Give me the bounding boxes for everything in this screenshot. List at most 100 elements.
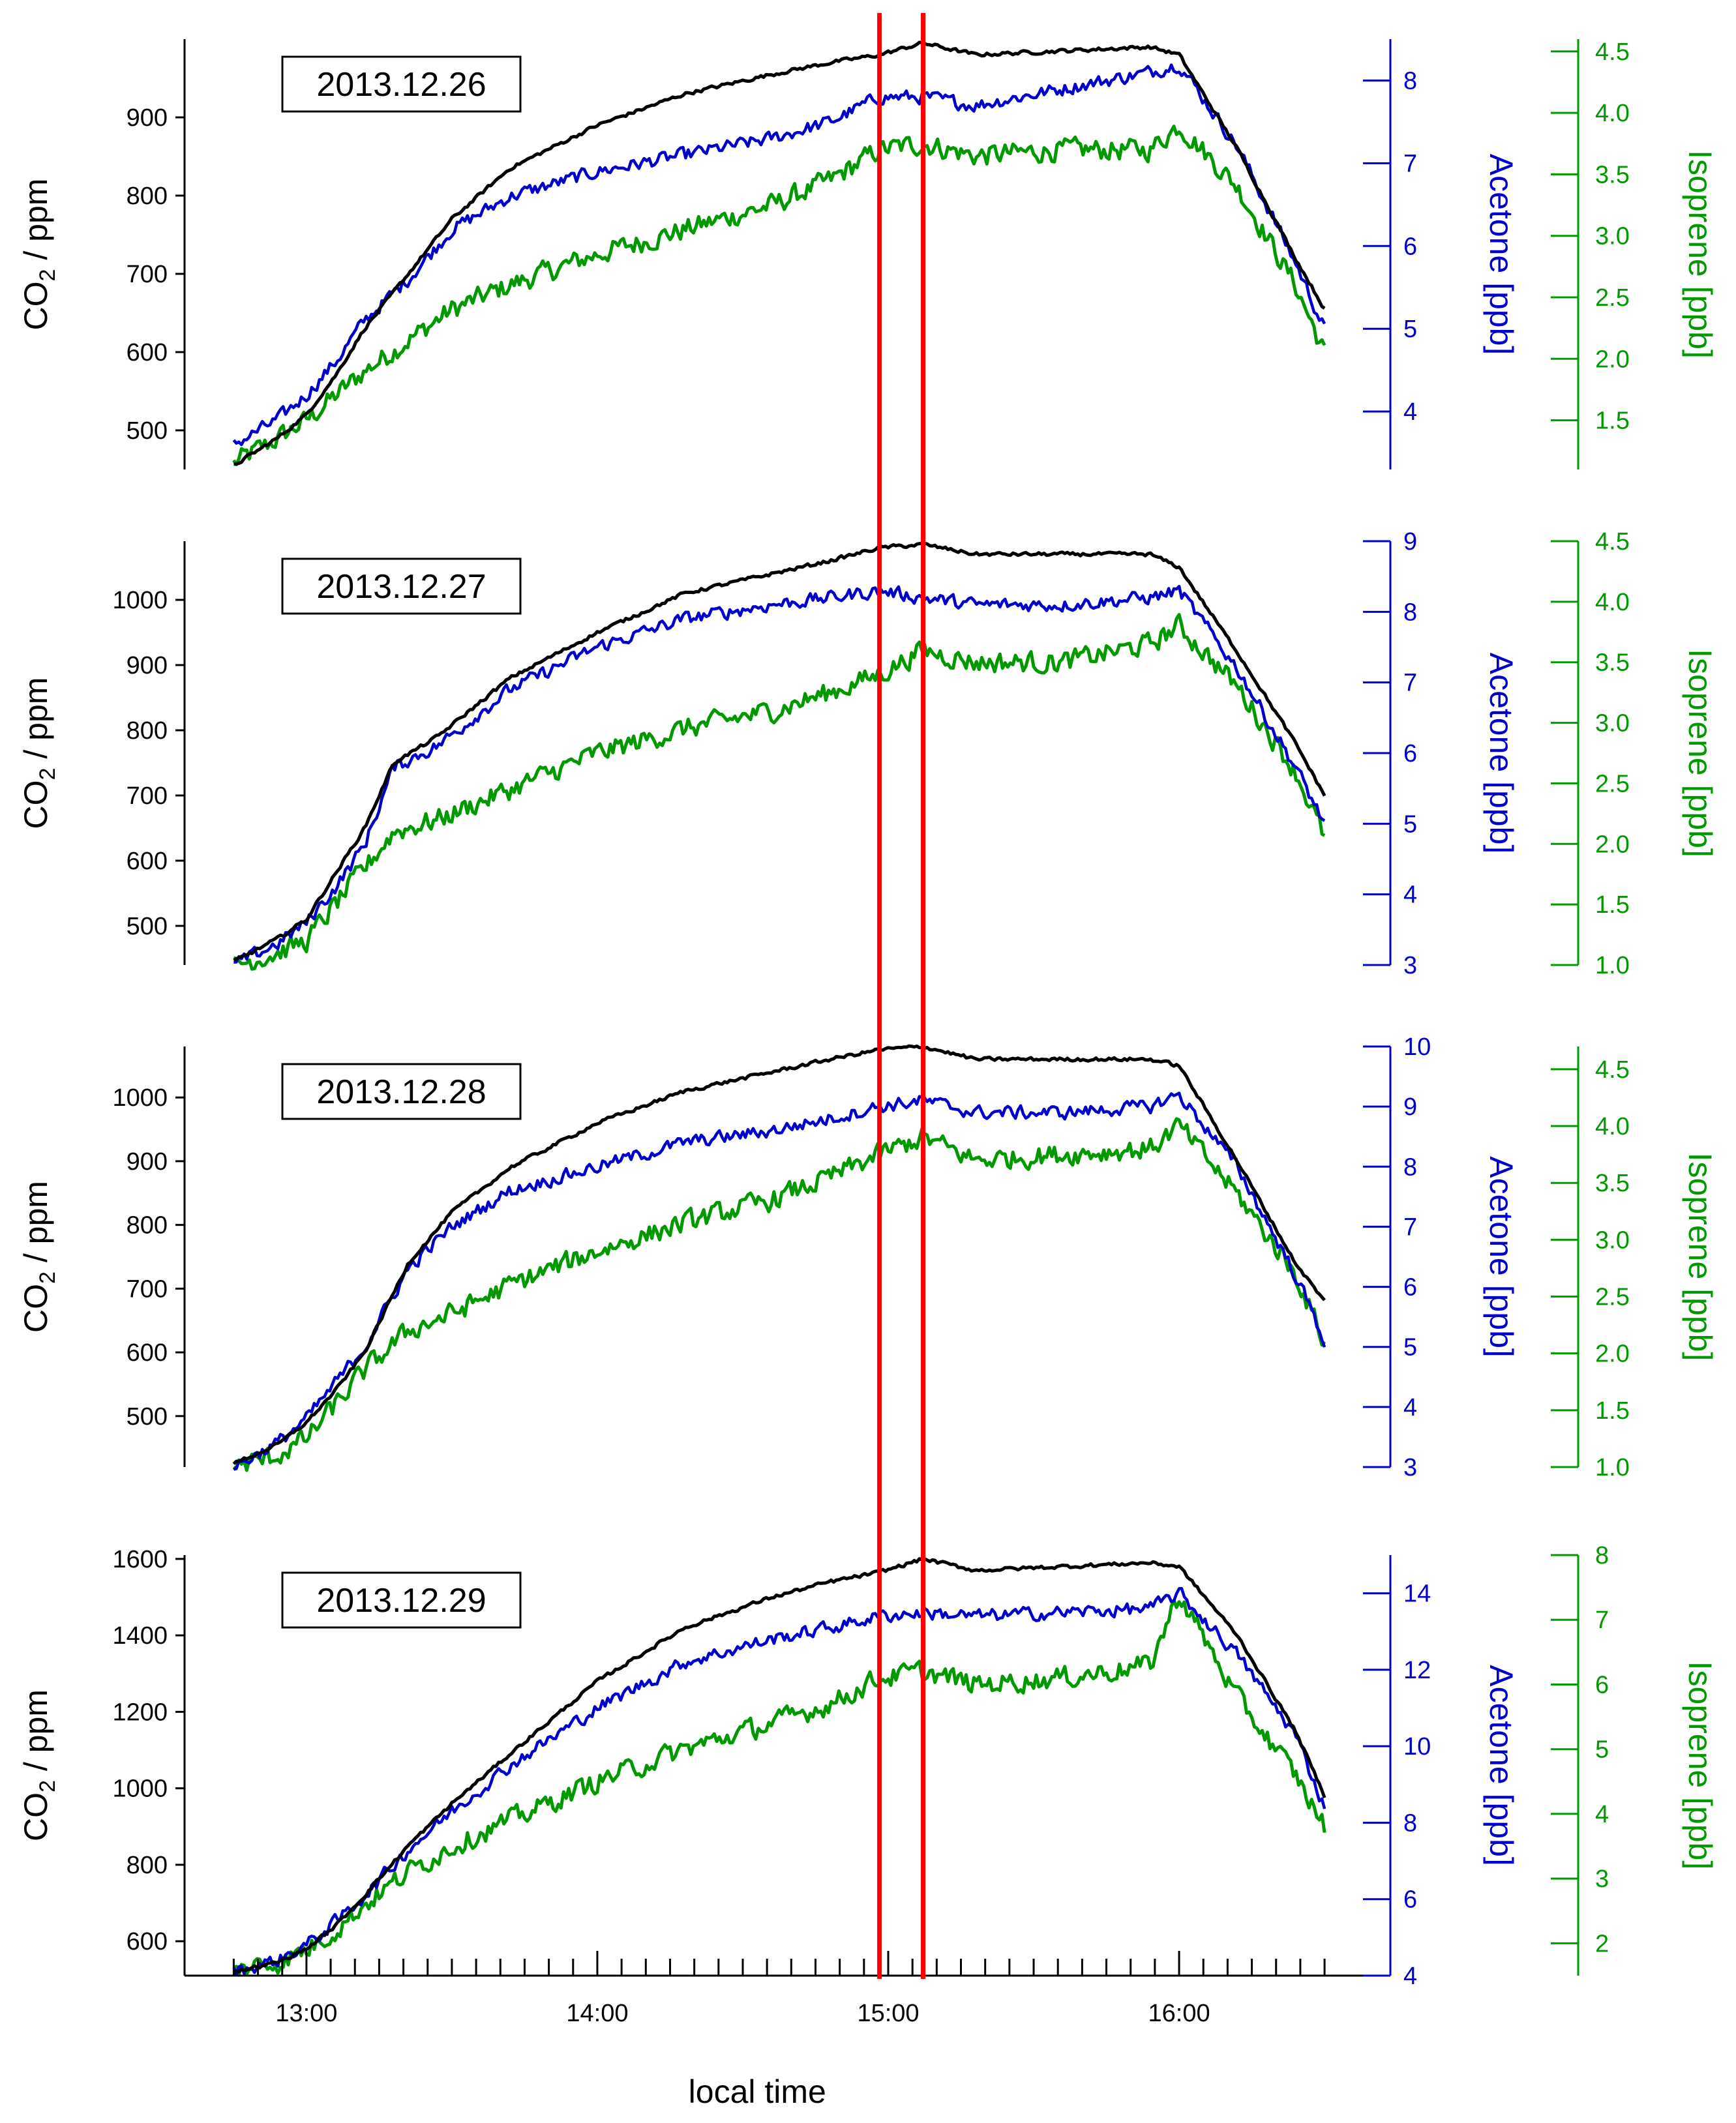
time-tick-label: 14:00 <box>566 2000 628 2027</box>
time-tick-label: 15:00 <box>857 2000 919 2027</box>
isoprene-tick-label: 2.5 <box>1595 1284 1630 1311</box>
isoprene-axis-title: Isoprene [ppb] <box>1682 150 1718 359</box>
co2-tick-label: 1200 <box>112 1699 168 1726</box>
co2-tick-label: 800 <box>127 1212 168 1240</box>
acetone-tick-label: 8 <box>1403 1153 1417 1181</box>
acetone-tick-label: 6 <box>1403 1886 1417 1914</box>
acetone-tick-label: 9 <box>1403 528 1417 556</box>
isoprene-tick-label: 1.0 <box>1595 952 1630 979</box>
isoprene-tick-label: 2 <box>1595 1930 1609 1957</box>
co2-axis-title: CO2 / ppm <box>18 677 60 829</box>
panel-4: 600 800 1000 1200 1400 1600 CO2 / ppm 4 6 8 10 12 14… <box>18 1542 1718 1990</box>
co2-tick-label: 800 <box>127 1852 168 1879</box>
co2-tick-label: 700 <box>127 261 168 288</box>
acetone-tick-label: 4 <box>1403 1394 1417 1421</box>
isoprene-tick-label: 2.0 <box>1595 1341 1630 1368</box>
date-label-box <box>281 55 522 113</box>
isoprene-tick-label: 3.0 <box>1595 710 1630 737</box>
acetone-tick-label: 12 <box>1403 1657 1431 1684</box>
time-tick-label: 13:00 <box>275 2000 337 2027</box>
acetone-tick-label: 6 <box>1403 233 1417 260</box>
isoprene-tick-label: 5 <box>1595 1736 1609 1764</box>
co2-tick-label: 500 <box>127 1403 168 1431</box>
co2-tick-label: 1000 <box>112 1775 168 1803</box>
time-tick-label: 16:00 <box>1148 2000 1210 2027</box>
isoprene-series-line <box>232 125 1326 467</box>
date-label: 2013.12.27 <box>316 568 486 606</box>
co2-tick-label: 500 <box>127 417 168 445</box>
isoprene-tick-label: 4.0 <box>1595 1113 1630 1140</box>
acetone-tick-label: 8 <box>1403 67 1417 95</box>
co2-series-line <box>232 1044 1326 1465</box>
acetone-axis-title: Acetone [ppb] <box>1483 1665 1519 1866</box>
isoprene-tick-label: 3 <box>1595 1865 1609 1893</box>
date-label: 2013.12.28 <box>316 1073 486 1111</box>
co2-tick-label: 1400 <box>112 1622 168 1650</box>
co2-tick-label: 900 <box>127 104 168 132</box>
isoprene-tick-label: 3.0 <box>1595 223 1630 250</box>
isoprene-tick-label: 3.5 <box>1595 1170 1630 1197</box>
date-label: 2013.12.26 <box>316 66 486 104</box>
isoprene-tick-label: 7 <box>1595 1607 1609 1634</box>
acetone-tick-label: 3 <box>1403 952 1417 979</box>
acetone-series-line <box>233 1091 1326 1472</box>
isoprene-tick-label: 1.5 <box>1595 1397 1630 1425</box>
acetone-tick-label: 8 <box>1403 599 1417 626</box>
co2-tick-label: 900 <box>127 1148 168 1176</box>
co2-axis-title: CO2 / ppm <box>18 179 60 331</box>
acetone-tick-label: 6 <box>1403 740 1417 767</box>
panel-3: 500 600 700 800 900 1000 CO2 / ppm 3 4 5 6 7 8 9 10 Ace… <box>18 1033 1718 1481</box>
isoprene-tick-label: 2.5 <box>1595 770 1630 797</box>
date-label-box <box>281 1063 522 1120</box>
acetone-tick-label: 10 <box>1403 1033 1431 1061</box>
acetone-tick-label: 7 <box>1403 150 1417 177</box>
isoprene-tick-label: 2.5 <box>1595 284 1630 312</box>
isoprene-tick-label: 4.0 <box>1595 589 1630 616</box>
isoprene-tick-label: 4 <box>1595 1801 1609 1828</box>
date-label-box <box>281 1571 522 1629</box>
isoprene-tick-label: 2.0 <box>1595 346 1630 373</box>
acetone-tick-label: 4 <box>1403 882 1417 909</box>
acetone-tick-label: 10 <box>1403 1733 1431 1760</box>
acetone-tick-label: 6 <box>1403 1274 1417 1301</box>
acetone-tick-label: 14 <box>1403 1581 1431 1608</box>
co2-series-line <box>233 541 1326 962</box>
isoprene-axis-title: Isoprene [ppb] <box>1682 1661 1718 1870</box>
acetone-tick-label: 8 <box>1403 1809 1417 1837</box>
date-label: 2013.12.29 <box>316 1582 486 1620</box>
co2-tick-label: 600 <box>127 1928 168 1955</box>
isoprene-tick-label: 8 <box>1595 1542 1609 1569</box>
acetone-tick-label: 3 <box>1403 1454 1417 1481</box>
isoprene-tick-label: 6 <box>1595 1671 1609 1699</box>
co2-series-line <box>233 40 1326 466</box>
acetone-series-line <box>232 63 1326 447</box>
isoprene-tick-label: 1.5 <box>1595 408 1630 435</box>
co2-axis-title: CO2 / ppm <box>18 1181 60 1333</box>
co2-tick-label: 600 <box>127 1339 168 1367</box>
isoprene-tick-label: 1.5 <box>1595 891 1630 919</box>
acetone-tick-label: 7 <box>1403 1213 1417 1241</box>
co2-tick-label: 500 <box>127 913 168 940</box>
time-axis: 13:00 14:00 15:00 16:00 local time <box>185 1951 1363 2110</box>
acetone-tick-label: 7 <box>1403 670 1417 697</box>
isoprene-tick-label: 4.5 <box>1595 1056 1630 1084</box>
isoprene-axis-title: Isoprene [ppb] <box>1682 1153 1718 1361</box>
co2-tick-label: 1000 <box>112 587 168 614</box>
co2-tick-label: 1000 <box>112 1084 168 1112</box>
acetone-tick-label: 5 <box>1403 1334 1417 1361</box>
isoprene-tick-label: 4.5 <box>1595 528 1630 556</box>
acetone-axis-title: Acetone [ppb] <box>1483 1156 1519 1358</box>
isoprene-tick-label: 4.5 <box>1595 38 1630 66</box>
co2-tick-label: 600 <box>127 339 168 366</box>
co2-tick-label: 800 <box>127 183 168 210</box>
isoprene-tick-label: 3.0 <box>1595 1226 1630 1254</box>
co2-tick-label: 1600 <box>112 1546 168 1573</box>
date-label-box <box>281 557 522 615</box>
isoprene-series-line <box>233 613 1326 971</box>
co2-tick-label: 800 <box>127 717 168 745</box>
isoprene-series-line <box>232 1117 1326 1472</box>
co2-tick-label: 900 <box>127 652 168 679</box>
panel-1: 500 600 700 800 900 CO2 / ppm 4 5 6 7 8 Acetone [pp… <box>18 38 1718 469</box>
